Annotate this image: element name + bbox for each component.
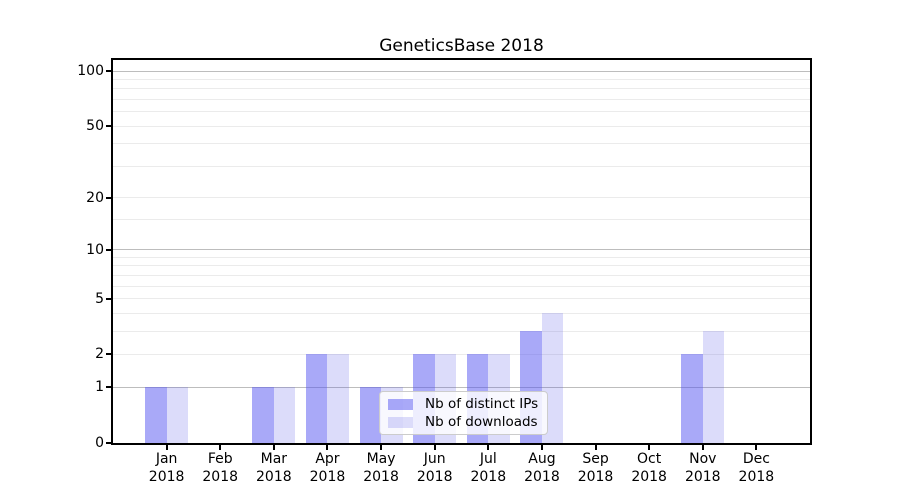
- y-tick-label-1: 1: [95, 379, 104, 396]
- legend-item-downloads: Nb of downloads: [388, 414, 538, 430]
- legend-item-distinct-ips: Nb of distinct IPs: [388, 396, 538, 412]
- y-tick-label-20: 20: [86, 189, 104, 206]
- x-tick-7: [540, 445, 543, 450]
- x-tick-2: [272, 445, 275, 450]
- y-tick-label-100: 100: [77, 63, 104, 80]
- y-tick-label-10: 10: [86, 241, 104, 258]
- x-tick-label-9: Oct 2018: [631, 451, 667, 485]
- legend-label-distinct-ips: Nb of distinct IPs: [425, 396, 539, 412]
- gridline-y-2: [113, 353, 810, 355]
- gridline-y-1: [113, 386, 810, 388]
- legend: Nb of distinct IPs Nb of downloads: [379, 391, 549, 435]
- legend-swatch-downloads: [388, 416, 413, 428]
- x-tick-5: [433, 445, 436, 450]
- legend-label-downloads: Nb of downloads: [425, 414, 538, 430]
- x-tick-label-0: Jan 2018: [148, 451, 185, 485]
- x-tick-0: [165, 445, 168, 450]
- y-tick-10: [106, 248, 111, 251]
- x-tick-label-1: Feb 2018: [202, 451, 239, 485]
- gridline-y-60: [113, 111, 810, 113]
- bar-downloads-Mar-2018: [273, 387, 296, 443]
- x-tick-label-7: Aug 2018: [524, 451, 560, 485]
- gridline-y-20: [113, 197, 810, 199]
- x-tick-label-11: Dec 2018: [738, 451, 775, 485]
- y-tick-5: [106, 297, 111, 300]
- gridline-y-15: [113, 219, 810, 221]
- y-tick-label-0: 0: [95, 435, 104, 451]
- gridline-y-7: [113, 274, 810, 276]
- y-tick-label-5: 5: [95, 290, 104, 307]
- bar-downloads-Apr-2018: [327, 354, 349, 443]
- y-tick-label-50: 50: [86, 118, 104, 135]
- x-tick-label-4: May 2018: [363, 451, 399, 485]
- bar-ips-Nov-2018: [681, 354, 703, 443]
- x-tick-11: [755, 445, 758, 450]
- gridline-y-10: [113, 249, 810, 251]
- y-tick-2: [106, 353, 111, 356]
- x-tick-label-8: Sep 2018: [577, 451, 614, 485]
- gridline-y-6: [113, 285, 810, 287]
- x-tick-3: [326, 445, 329, 450]
- gridline-y-90: [113, 79, 810, 81]
- gridline-y-70: [113, 99, 810, 101]
- chart-title: GeneticsBase 2018: [379, 36, 544, 56]
- y-tick-0: [106, 442, 111, 444]
- gridline-y-30: [113, 165, 810, 167]
- x-tick-label-3: Apr 2018: [309, 451, 346, 485]
- y-tick-20: [106, 196, 111, 199]
- x-tick-6: [487, 445, 490, 450]
- gridline-y-80: [113, 88, 810, 90]
- x-tick-10: [701, 445, 704, 450]
- gridline-y-40: [113, 143, 810, 145]
- y-tick-label-2: 2: [95, 346, 104, 363]
- bar-ips-Mar-2018: [252, 387, 274, 443]
- x-tick-4: [380, 445, 383, 450]
- bar-downloads-Jan-2018: [166, 387, 189, 443]
- gridline-y-4: [113, 312, 810, 314]
- bar-ips-Jan-2018: [145, 387, 167, 443]
- gridline-y-3: [113, 330, 810, 332]
- gridline-y-5: [113, 298, 810, 300]
- gridline-y-8: [113, 265, 810, 267]
- bar-downloads-Nov-2018: [702, 331, 725, 443]
- x-tick-9: [648, 445, 651, 450]
- x-tick-label-5: Jun 2018: [416, 451, 453, 485]
- x-tick-label-2: Mar 2018: [256, 451, 292, 485]
- y-tick-50: [106, 125, 111, 128]
- gridline-y-100: [113, 70, 810, 72]
- y-tick-100: [106, 70, 111, 73]
- x-tick-8: [594, 445, 597, 450]
- bar-ips-Apr-2018: [306, 354, 328, 443]
- x-tick-1: [219, 445, 222, 450]
- gridline-y-9: [113, 256, 810, 258]
- bar-ips-May-2018: [359, 387, 382, 443]
- x-tick-label-6: Jul 2018: [470, 451, 507, 485]
- gridline-y-50: [113, 125, 810, 127]
- y-tick-1: [106, 386, 111, 389]
- legend-swatch-distinct-ips: [388, 398, 413, 410]
- x-tick-label-10: Nov 2018: [684, 451, 721, 485]
